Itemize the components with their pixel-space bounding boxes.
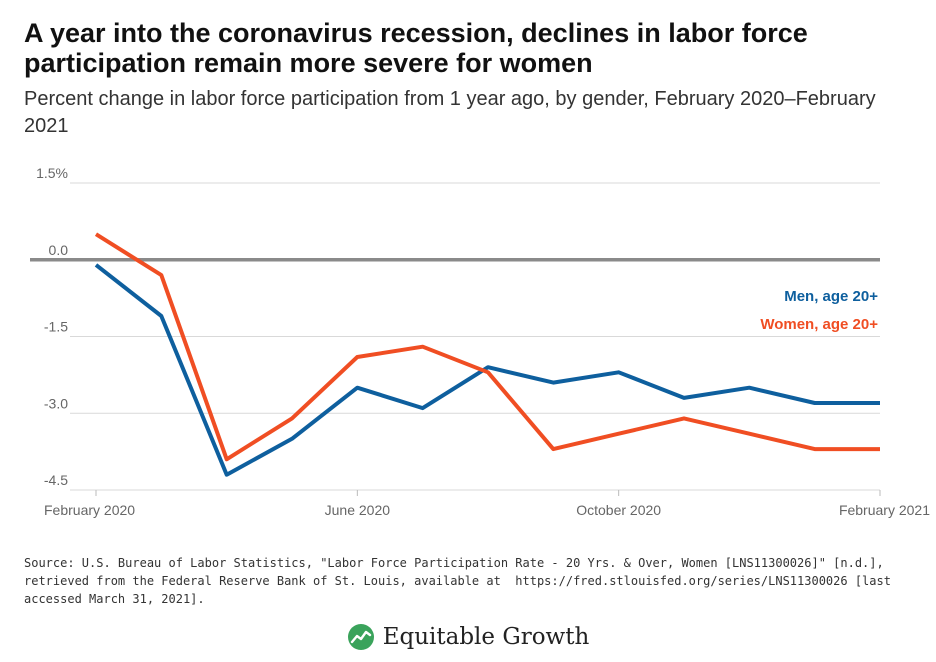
x-tick-label: February 2021 bbox=[839, 502, 930, 518]
source-note: Source: U.S. Bureau of Labor Statistics,… bbox=[24, 556, 899, 606]
x-tick-label: February 2020 bbox=[44, 502, 135, 518]
legend-women: Women, age 20+ bbox=[760, 316, 878, 333]
line-chart: 1.5% 0.0 -1.5 -3.0 -4.5 February 2020 June 20… bbox=[30, 165, 930, 518]
y-tick-label: -4.5 bbox=[44, 472, 68, 488]
growth-leaf-icon bbox=[347, 624, 374, 650]
chart-title: A year into the coronavirus recession, d… bbox=[24, 18, 808, 78]
series-line-men bbox=[94, 263, 880, 477]
legend-men: Men, age 20+ bbox=[784, 288, 878, 305]
y-tick-label: 1.5% bbox=[36, 165, 68, 181]
series-line-women bbox=[94, 232, 880, 462]
y-tick-label: 0.0 bbox=[49, 242, 69, 258]
brand-name: Equitable Growth bbox=[382, 624, 590, 650]
y-tick-label: -3.0 bbox=[44, 395, 68, 411]
x-tick-label: June 2020 bbox=[325, 502, 391, 518]
y-tick-label: -1.5 bbox=[44, 319, 68, 335]
chart-subtitle: Percent change in labor force participat… bbox=[24, 88, 876, 137]
brand-footer: Equitable Growth bbox=[0, 620, 936, 654]
x-tick-label: October 2020 bbox=[576, 502, 661, 518]
